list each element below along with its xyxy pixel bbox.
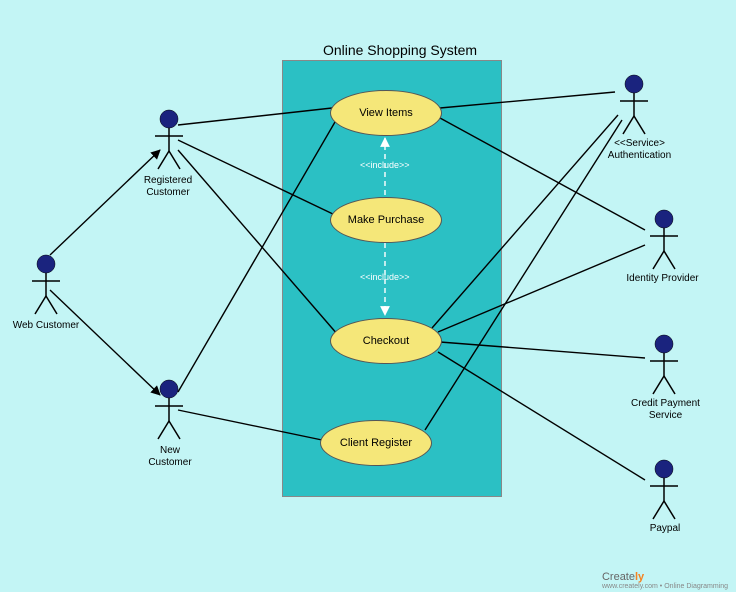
actor-label-web: Web Customer (6, 320, 86, 332)
actor-label-paypal: Paypal (640, 523, 690, 535)
actor-label-identity: Identity Provider (615, 273, 710, 285)
actor-label-credit: Credit PaymentService (618, 398, 713, 422)
actor-label-reg: RegisteredCustomer (128, 175, 208, 199)
diagram-svg (0, 0, 736, 592)
footer-brand: Creately www.creately.com • Online Diagr… (602, 571, 728, 590)
usecase-purchase: Make Purchase (330, 197, 442, 243)
usecase-view: View Items (330, 90, 442, 136)
usecase-checkout: Checkout (330, 318, 442, 364)
include-label-1: <<include>> (360, 272, 410, 282)
footer-sub: www.creately.com • Online Diagramming (602, 583, 728, 590)
actor-credit (650, 335, 678, 394)
actor-identity (650, 210, 678, 269)
actor-web (32, 255, 60, 314)
include-label-0: <<include>> (360, 160, 410, 170)
actor-label-auth: <<Service>Authentication (592, 138, 687, 162)
actor-paypal (650, 460, 678, 519)
actor-reg (155, 110, 183, 169)
usecase-register: Client Register (320, 420, 432, 466)
actor-label-new: NewCustomer (140, 445, 200, 469)
actor-auth (620, 75, 648, 134)
